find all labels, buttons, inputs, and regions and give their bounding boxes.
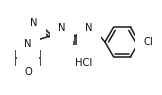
Text: N: N	[30, 18, 38, 28]
Text: N: N	[85, 23, 93, 33]
Text: H: H	[85, 16, 93, 26]
Text: H: H	[26, 10, 34, 20]
Text: O: O	[24, 67, 32, 77]
Text: N: N	[24, 39, 32, 49]
Text: H: H	[58, 16, 66, 26]
Text: NH: NH	[68, 53, 82, 63]
Text: N: N	[58, 23, 66, 33]
Text: HCl: HCl	[75, 58, 92, 68]
Text: Cl: Cl	[143, 37, 153, 47]
